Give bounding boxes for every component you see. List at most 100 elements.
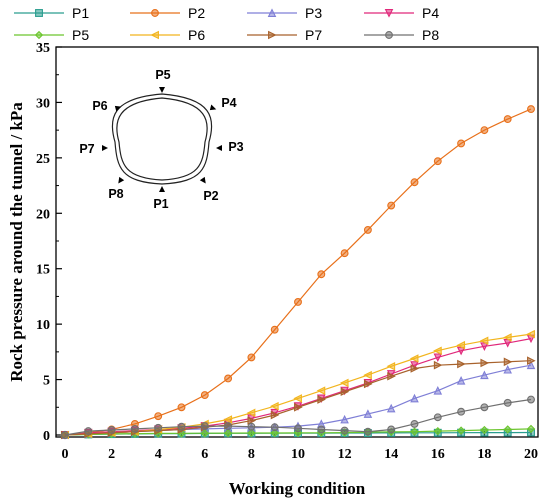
legend-label: P3 — [305, 5, 322, 21]
y-axis: 0 5 10 15 20 25 30 35 — [36, 41, 62, 444]
tunnel-outline-inner — [116, 97, 208, 181]
data-point-p7 — [410, 364, 420, 373]
data-point-p2 — [480, 126, 489, 135]
data-point-p5 — [480, 425, 489, 435]
p1-marker-icon — [159, 186, 165, 192]
data-point-p2 — [457, 139, 466, 148]
data-point-p5 — [247, 428, 256, 438]
legend-label: P5 — [72, 27, 89, 43]
legend-item-p7: P7 — [247, 27, 322, 43]
data-point-p3 — [526, 360, 536, 370]
legend-item-p3: P3 — [247, 5, 322, 21]
data-point-p8 — [270, 423, 279, 432]
x-tick-label: 14 — [384, 447, 398, 462]
series-p8 — [61, 395, 535, 439]
data-point-p8 — [154, 423, 163, 432]
data-point-p2 — [317, 270, 326, 279]
legend-item-p1: P1 — [14, 5, 89, 21]
y-tick-label: 25 — [36, 152, 50, 167]
data-point-p4 — [410, 361, 419, 370]
p3-marker-icon — [216, 145, 222, 151]
data-point-p5 — [200, 429, 209, 438]
data-point-p2 — [247, 353, 256, 362]
p7-marker-icon — [102, 145, 108, 151]
x-tick-label: 10 — [291, 447, 305, 462]
x-tick-label: 20 — [524, 447, 538, 462]
data-point-p7 — [247, 416, 257, 425]
legend-swatch-marker — [268, 30, 277, 40]
data-point-p6 — [223, 415, 233, 424]
data-point-p8 — [107, 426, 116, 434]
x-tick-label: 0 — [62, 447, 69, 462]
data-point-p7 — [503, 357, 513, 367]
data-point-p3 — [503, 364, 512, 374]
data-point-p7 — [294, 402, 303, 412]
data-point-p6 — [526, 329, 535, 339]
data-point-p8 — [527, 395, 535, 404]
data-point-p2 — [224, 374, 233, 383]
y-tick-label: 10 — [36, 318, 50, 333]
data-point-p8 — [340, 426, 349, 435]
y-tick-label: 30 — [36, 96, 50, 111]
data-point-p3 — [456, 376, 466, 385]
data-point-p8 — [387, 425, 396, 434]
data-point-p7 — [433, 360, 443, 370]
legend-label: P8 — [422, 27, 439, 43]
data-point-p6 — [316, 386, 326, 395]
plot-area-frame — [55, 46, 539, 438]
tunnel-outline-outer — [111, 93, 213, 185]
series-line-p2 — [64, 108, 532, 436]
data-point-p6 — [270, 401, 279, 411]
data-point-p8 — [61, 431, 69, 439]
data-point-p8 — [200, 422, 209, 431]
inset-label-p5: P5 — [155, 68, 170, 82]
data-point-p7 — [317, 395, 326, 404]
data-point-p6 — [456, 340, 466, 350]
legend-swatch-marker — [385, 31, 393, 39]
data-point-p3 — [410, 393, 419, 403]
data-point-p6 — [503, 333, 512, 342]
data-point-p7 — [340, 387, 350, 397]
data-point-p8 — [363, 427, 372, 436]
legend-item-p2: P2 — [130, 5, 205, 21]
x-tick-label: 4 — [155, 447, 162, 462]
data-point-p2 — [340, 249, 349, 258]
data-point-p5 — [433, 426, 442, 436]
legend-item-p6: P6 — [130, 27, 205, 43]
data-point-p8 — [130, 424, 139, 433]
legend: P1 P2 P3 P4 P5 P6 P7 P8 — [14, 5, 439, 43]
data-point-p2 — [294, 298, 302, 306]
data-point-p8 — [480, 403, 489, 412]
legend-label: P4 — [422, 5, 439, 21]
inset-label-p1: P1 — [153, 197, 168, 211]
legend-swatch-marker — [34, 30, 44, 40]
data-point-p8 — [294, 424, 302, 433]
legend-label: P1 — [72, 5, 89, 21]
inset-label-p3: P3 — [228, 140, 243, 154]
legend-item-p8: P8 — [364, 27, 439, 43]
inset-label-p2: P2 — [203, 189, 218, 203]
data-point-p2 — [154, 412, 163, 421]
data-point-p6 — [339, 378, 349, 388]
x-tick-label: 16 — [431, 447, 445, 462]
p5-marker-icon — [159, 87, 165, 93]
x-tick-label: 2 — [108, 447, 115, 462]
data-point-p5 — [270, 428, 279, 438]
legend-label: P2 — [188, 5, 205, 21]
data-point-p2 — [177, 403, 186, 412]
data-point-p5 — [410, 427, 419, 436]
data-point-p2 — [527, 105, 535, 114]
x-tick-label: 18 — [477, 447, 491, 462]
data-point-p2 — [200, 391, 209, 400]
data-point-p8 — [457, 407, 466, 416]
data-point-p8 — [224, 422, 233, 431]
data-point-p7 — [270, 410, 280, 420]
data-point-p8 — [433, 413, 442, 422]
inset-label-p7: P7 — [79, 142, 94, 156]
data-point-p6 — [386, 361, 396, 371]
legend-swatch-marker — [151, 9, 159, 17]
data-point-p8 — [503, 398, 512, 407]
x-axis-title: Working condition — [229, 479, 366, 498]
data-point-p6 — [363, 370, 372, 380]
data-point-p3 — [386, 403, 396, 413]
